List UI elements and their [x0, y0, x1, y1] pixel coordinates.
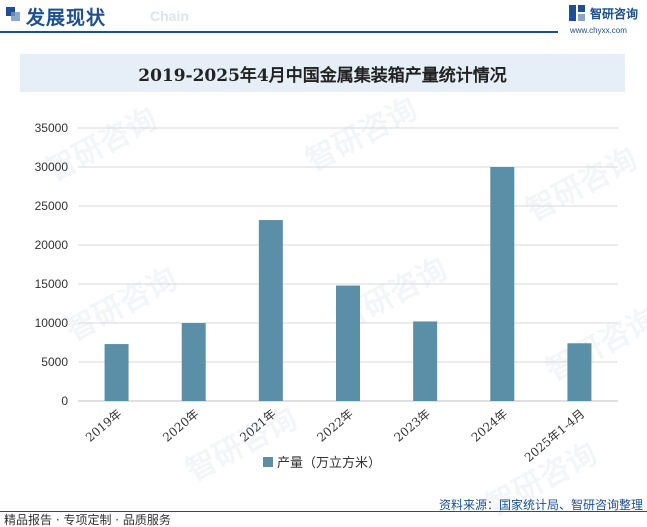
bar — [104, 344, 129, 401]
brand-name: 智研咨询 — [590, 7, 639, 21]
legend-label: 产量（万立方米） — [277, 455, 381, 471]
header: 发展现状 Chain 智研咨询 www.chyxx.com — [0, 0, 647, 36]
footer-tagline: 精品报告 · 专项定制 · 品质服务 — [4, 513, 171, 527]
y-tick-label: 30000 — [35, 160, 69, 174]
brand-logo-icon — [569, 5, 585, 21]
x-tick-label: 2021年 — [237, 407, 279, 445]
x-tick-label: 2019年 — [83, 407, 125, 445]
x-tick-label: 2025年1-4月 — [522, 407, 588, 465]
x-tick-label: 2023年 — [391, 407, 433, 445]
brand: 智研咨询 www.chyxx.com — [568, 4, 646, 36]
section-title: 发展现状 — [26, 7, 107, 29]
header-divider — [0, 31, 558, 33]
bar — [258, 220, 283, 401]
y-tick-label: 20000 — [35, 238, 69, 252]
bar — [336, 285, 360, 401]
y-tick-label: 25000 — [35, 199, 69, 213]
data-source: 资料来源：国家统计局、智研咨询整理 — [438, 498, 643, 512]
x-tick-label: 2024年 — [469, 407, 511, 445]
y-tick-label: 5000 — [41, 355, 68, 369]
y-tick-label: 35000 — [35, 121, 69, 135]
y-tick-label: 15000 — [35, 277, 69, 291]
section-subtitle: Chain — [150, 8, 189, 24]
bar — [413, 321, 438, 401]
chart-title-box: 2019-2025年4月中国金属集装箱产量统计情况 — [20, 54, 625, 92]
footer-divider — [0, 511, 647, 512]
bar — [567, 343, 592, 401]
section-mark-icon — [6, 7, 20, 21]
x-tick-label: 2022年 — [314, 407, 356, 445]
x-tick-label: 2020年 — [160, 407, 202, 445]
y-tick-label: 0 — [61, 394, 68, 408]
y-tick-label: 10000 — [35, 316, 69, 330]
bar — [490, 167, 515, 401]
legend-swatch — [263, 457, 273, 467]
bar — [181, 323, 206, 401]
brand-url: www.chyxx.com — [570, 26, 627, 35]
chart-title: 2019-2025年4月中国金属集装箱产量统计情况 — [138, 65, 507, 86]
